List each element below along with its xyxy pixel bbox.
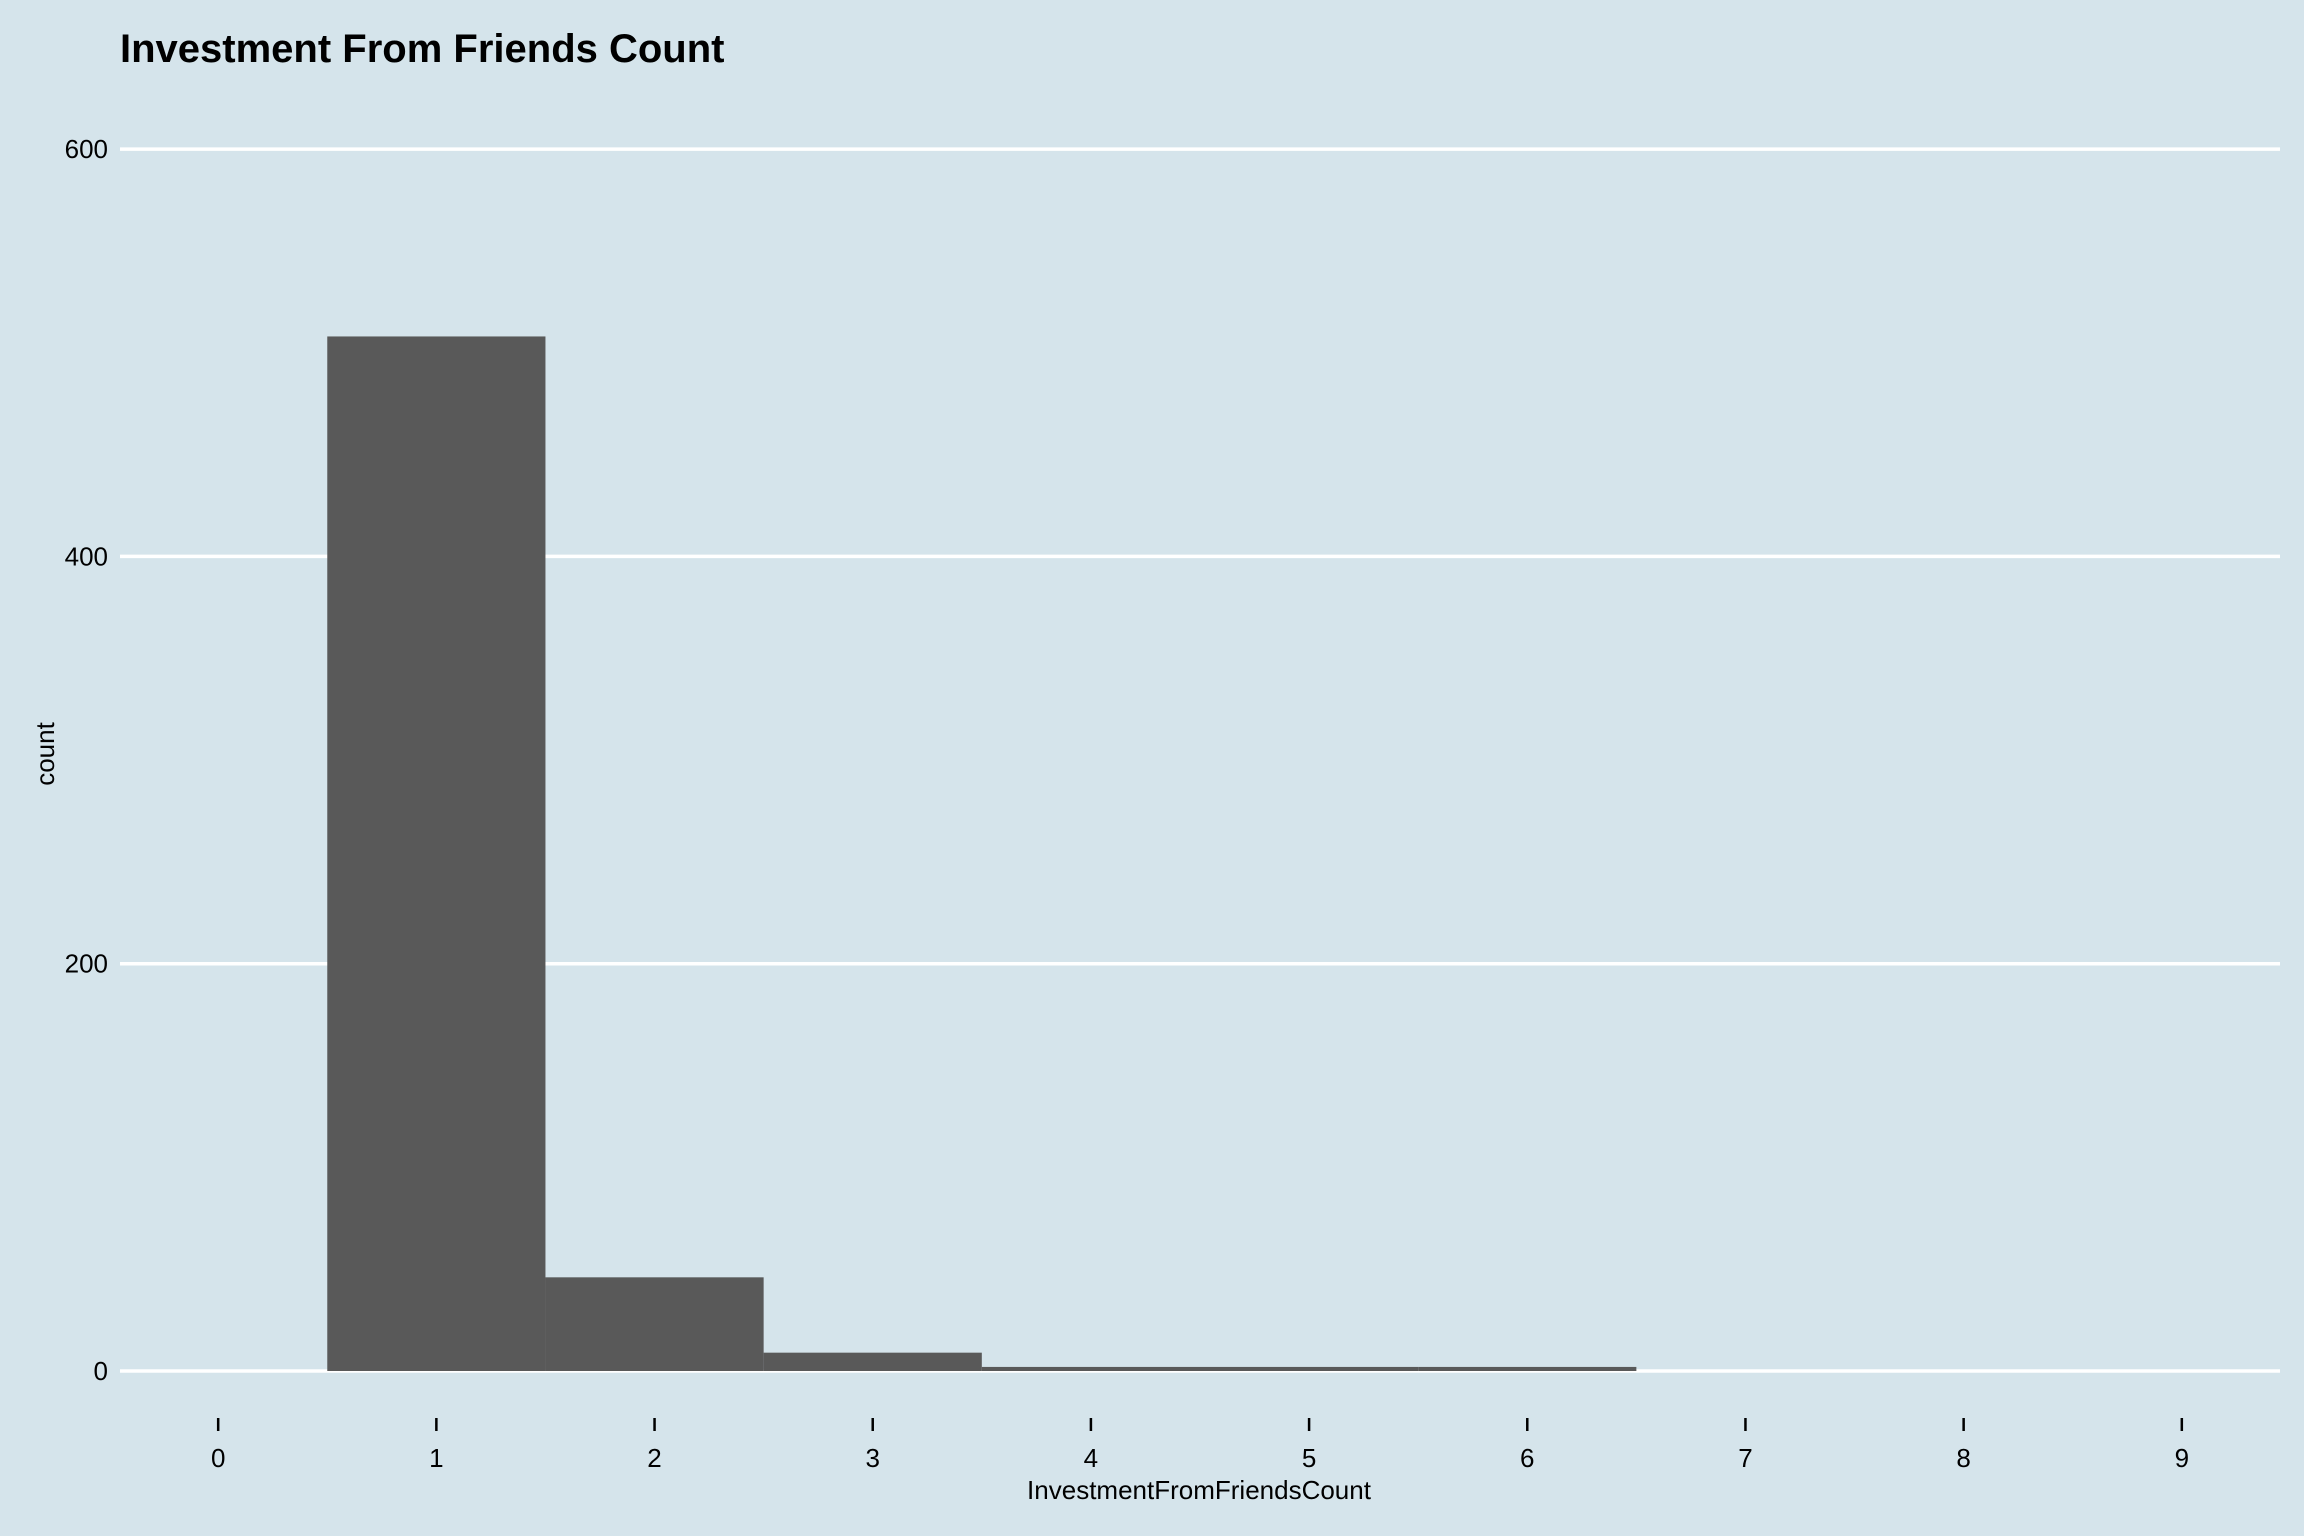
chart-title: Investment From Friends Count: [120, 27, 725, 71]
x-tick-label: 1: [429, 1443, 443, 1473]
x-tick-label: 7: [1738, 1443, 1752, 1473]
x-tick-label: 5: [1302, 1443, 1316, 1473]
bars: [327, 336, 1637, 1371]
y-tick-label: 200: [65, 949, 108, 979]
y-axis-label: count: [30, 721, 60, 785]
histogram-bar: [327, 336, 546, 1371]
y-tick-label: 400: [65, 541, 108, 571]
x-tick-label: 6: [1520, 1443, 1534, 1473]
x-axis-label: InvestmentFromFriendsCount: [1027, 1475, 1372, 1505]
x-tick-label: 2: [647, 1443, 661, 1473]
x-tick-label: 4: [1084, 1443, 1098, 1473]
y-axis-ticks: 0 200 400 600: [65, 134, 108, 1386]
y-tick-label: 600: [65, 134, 108, 164]
x-tick-label: 0: [211, 1443, 225, 1473]
x-axis-ticks: 0 1 2 3 4 5 6 7 8 9: [211, 1418, 2189, 1473]
x-tick-label: 3: [865, 1443, 879, 1473]
histogram-bar: [1200, 1366, 1419, 1371]
histogram-bar: [545, 1277, 764, 1371]
histogram-bar: [981, 1366, 1200, 1371]
y-tick-label: 0: [94, 1356, 108, 1386]
x-tick-label: 8: [1956, 1443, 1970, 1473]
histogram-bar: [1418, 1366, 1637, 1371]
x-tick-label: 9: [2175, 1443, 2189, 1473]
histogram-bar: [763, 1352, 982, 1371]
